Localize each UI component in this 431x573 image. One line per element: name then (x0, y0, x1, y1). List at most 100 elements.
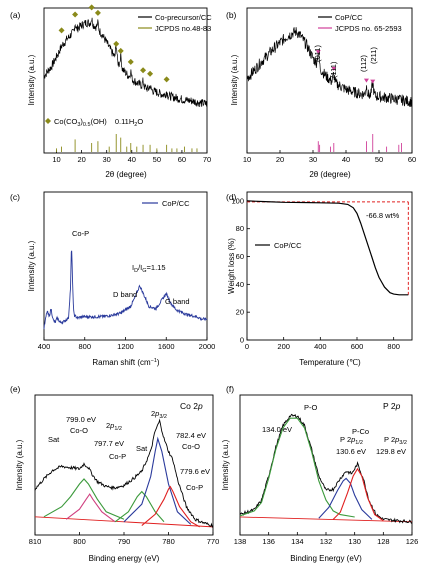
ann-co-o-2: Co-O (182, 442, 200, 451)
panel-d-legend: CoP/CC (274, 241, 302, 250)
panel-b-legend-2: JCPDS no. 65-2593 (335, 24, 402, 33)
x-tick-label: 50 (375, 155, 383, 164)
panel-a-xlabel: 2θ (degree) (105, 170, 147, 179)
panel-a-legend-2: JCPDS no.48-83 (155, 24, 211, 33)
panel-b-ylabel: Intensity (a.u.) (230, 54, 239, 105)
series-line-p-2p1-2 (318, 477, 373, 520)
peak-marker-diamond (113, 40, 120, 47)
ann-co-p-2: Co-P (186, 483, 203, 492)
x-tick-label: 20 (276, 155, 284, 164)
x-tick-label: 600 (351, 342, 364, 351)
peak-marker-triangle (315, 50, 321, 55)
ann-p-o: P-O (304, 403, 318, 412)
x-tick-label: 128 (377, 537, 390, 546)
svg-text:Co(CO3)0.5(OH)0.11H2O: Co(CO3)0.5(OH) 0.11H2O (54, 117, 143, 128)
x-tick-label: 136 (262, 537, 275, 546)
compound-g: 2 (134, 122, 137, 128)
ann-799-0: 799.0 eV (66, 415, 96, 424)
g-band-annotation: G band (165, 297, 190, 306)
series-line-cop-cc (246, 27, 413, 107)
series-line-raw (34, 418, 214, 528)
x-tick-label: 800 (78, 342, 91, 351)
panel-a-compound-annotation: Co(CO3)0.5(OH) 0.11H2O (45, 117, 143, 128)
ann-co-p-1: Co-P (109, 452, 126, 461)
compound-b: 3 (77, 122, 80, 128)
panel-f-title: P 2p (383, 401, 401, 411)
ann-130-6: 130.6 eV (336, 447, 366, 456)
panel-c-ylabel: Intensity (a.u.) (27, 240, 36, 291)
panel-a-frame (43, 7, 208, 154)
id-ig-ratio: ID/IG=1.15 (132, 263, 166, 274)
x-tick-label: 70 (203, 155, 211, 164)
panel-b-label: (b) (226, 10, 237, 20)
panel-a-legend-diamond (45, 118, 51, 124)
weight-loss-annotation: -66.8 wt% (366, 211, 400, 220)
panel-a-x-ticks: 10 20 30 40 50 60 70 (52, 150, 211, 164)
x-tick-label: 134 (291, 537, 304, 546)
panel-e-series (34, 418, 214, 528)
x-tick-label: 40 (342, 155, 350, 164)
panel-f-frame (239, 394, 413, 536)
y-tick-label: 100 (231, 196, 244, 205)
panel-f-series (239, 413, 413, 524)
x-tick-label: 400 (38, 342, 51, 351)
compound-e: (OH) (91, 117, 108, 126)
series-line-raman (43, 250, 208, 330)
panel-f: 138 136 134 132 130 128 126 (f) P 2p P-O 134.0… (221, 384, 418, 563)
panel-e-xlabel: Binding energy (eV) (89, 554, 160, 563)
peak-marker-triangle (363, 78, 369, 83)
background-line (239, 516, 413, 523)
panel-b-markers (315, 50, 376, 84)
x-tick-label: 780 (162, 537, 175, 546)
ann-2p12: 2p1/2 (106, 421, 122, 432)
x-tick-label: 1600 (158, 342, 175, 351)
compound-f: 0.11H (115, 117, 134, 126)
peak-marker-diamond (58, 27, 65, 34)
series-line-p-2p3-2 (332, 467, 384, 522)
peak-marker-diamond (163, 76, 170, 83)
panel-f-ylabel: Intensity (a.u.) (221, 439, 230, 490)
ann-p-co: P-Co (352, 427, 369, 436)
x-tick-label: 770 (207, 537, 220, 546)
x-tick-label: 40 (128, 155, 136, 164)
x-tick-label: 130 (348, 537, 361, 546)
series-line-tga (246, 200, 409, 296)
series-line-co-p-2p1-2 (65, 493, 116, 523)
x-tick-label: 126 (406, 537, 419, 546)
panel-a-reference-lines (56, 134, 198, 152)
compound-c: ) (80, 117, 83, 126)
panel-b-series (246, 27, 413, 107)
peak-marker-diamond (117, 47, 124, 54)
compound-a: Co(CO (54, 117, 78, 126)
panel-b-reference-lines (317, 134, 402, 152)
panel-a-legend-1: Co-precursor/CC (155, 13, 212, 22)
ann-797-7: 797.7 eV (94, 439, 124, 448)
ann-p2p12: P 2p1/2 (340, 435, 363, 446)
x-tick-label: 30 (309, 155, 317, 164)
panel-a-ylabel: Intensity (a.u.) (27, 54, 36, 105)
ann-co-o-1: Co-O (70, 426, 88, 435)
panel-d-frame (246, 191, 413, 341)
panel-b-legend-1: CoP/CC (335, 13, 363, 22)
x-tick-label: 60 (178, 155, 186, 164)
panel-c-series (43, 250, 208, 330)
x-tick-label: 800 (73, 537, 86, 546)
panel-a-series (43, 17, 208, 108)
panel-f-x-ticks: 138 136 134 132 130 128 126 (234, 532, 419, 546)
panel-f-label: (f) (226, 384, 234, 394)
x-tick-label: 400 (314, 342, 327, 351)
series-line-co-p-2p3-2 (141, 485, 200, 528)
x-tick-label: 1200 (117, 342, 134, 351)
peak-label-111: (111) (329, 61, 338, 78)
x-tick-label: 60 (408, 155, 416, 164)
panel-b-x-ticks: 10 20 30 40 50 60 (243, 150, 416, 164)
panel-e-ylabel: Intensity (a.u.) (15, 439, 24, 490)
panel-c-label: (c) (10, 192, 20, 202)
ann-779-6: 779.6 eV (180, 467, 210, 476)
series-line-co-precursor (43, 17, 208, 108)
x-tick-label: 20 (77, 155, 85, 164)
ann-129-8: 129.8 eV (376, 447, 406, 456)
panel-c-xlabel: Raman shift (cm−1) (92, 358, 160, 367)
panel-c-x-ticks: 400 800 1200 1600 2000 (38, 337, 215, 351)
